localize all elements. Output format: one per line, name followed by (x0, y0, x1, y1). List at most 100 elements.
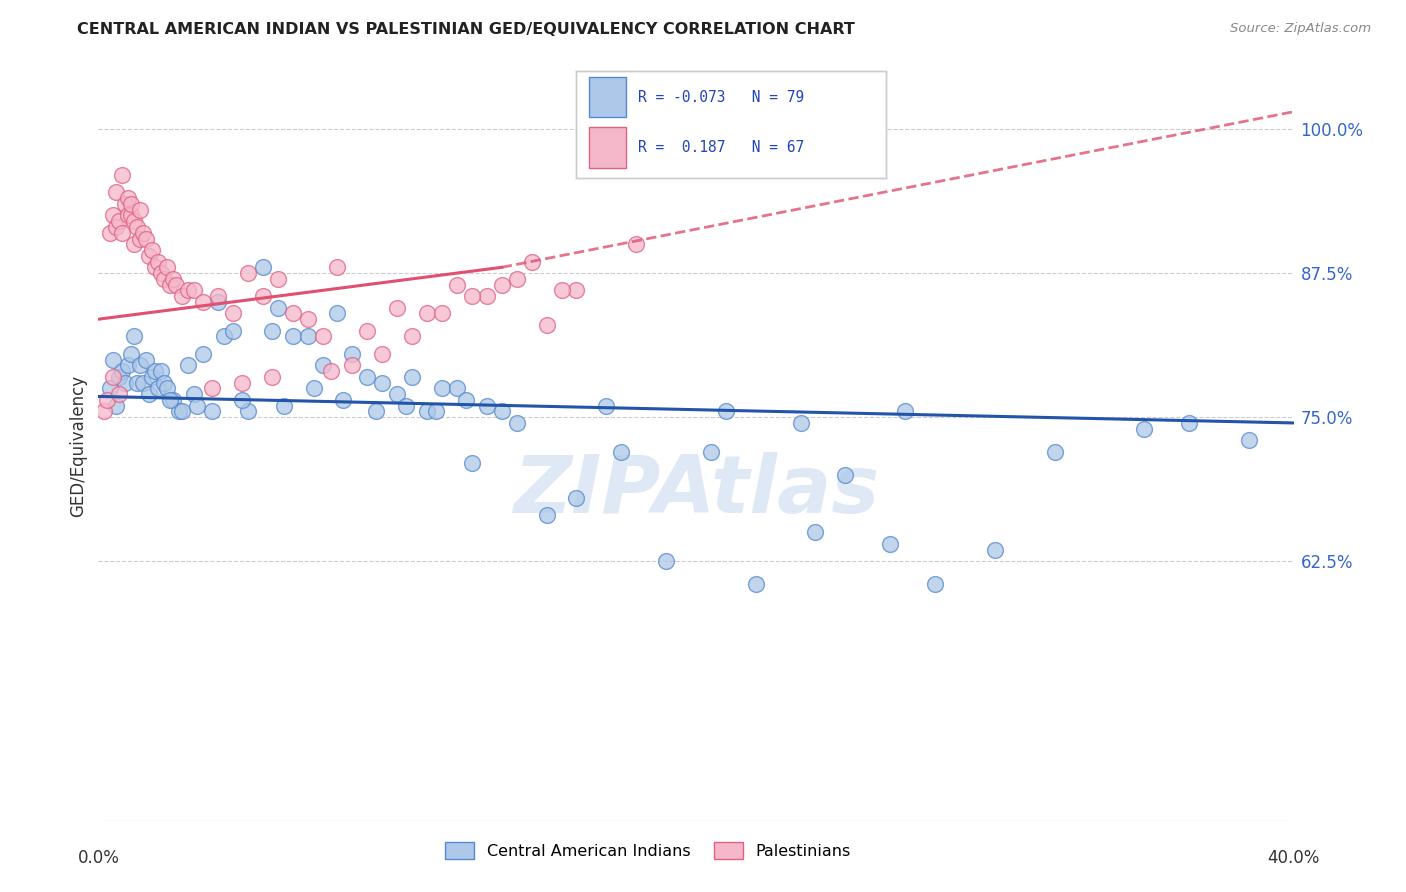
Point (212, 329, 235, 343)
Point (446, 381, 468, 395)
Point (159, 392, 181, 407)
Point (385, 387, 409, 401)
Point (326, 306, 349, 320)
Point (446, 277, 468, 292)
Point (172, 289, 194, 303)
Point (222, 324, 245, 338)
Point (124, 214, 146, 228)
Point (111, 226, 134, 240)
Text: 0.0%: 0.0% (77, 849, 120, 867)
Point (385, 301, 409, 315)
Point (321, 364, 343, 378)
Point (129, 231, 152, 245)
Point (141, 243, 163, 257)
Point (183, 284, 205, 298)
Y-axis label: GED/Equivalency: GED/Equivalency (69, 375, 87, 517)
Point (114, 376, 136, 390)
Point (231, 392, 253, 407)
Point (252, 260, 274, 275)
Point (1043, 444, 1066, 458)
Point (536, 318, 558, 332)
Point (236, 404, 259, 418)
Text: Source: ZipAtlas.com: Source: ZipAtlas.com (1230, 22, 1371, 36)
Point (371, 376, 394, 390)
Point (302, 381, 325, 395)
Point (655, 554, 678, 568)
Point (506, 416, 529, 430)
Point (475, 289, 498, 303)
Point (356, 324, 378, 338)
Point (191, 347, 214, 361)
Point (132, 376, 155, 390)
Point (135, 231, 157, 245)
Point (461, 456, 484, 470)
Point (273, 399, 295, 413)
Point (108, 369, 131, 384)
Point (565, 491, 588, 505)
Point (127, 376, 149, 390)
Point (201, 381, 224, 395)
Point (191, 294, 214, 309)
Point (150, 364, 173, 378)
Point (461, 289, 484, 303)
Point (281, 306, 304, 320)
Point (120, 197, 142, 211)
Point (475, 399, 498, 413)
Point (124, 237, 146, 252)
Point (425, 404, 447, 418)
Point (183, 387, 205, 401)
Point (297, 312, 319, 326)
Text: CENTRAL AMERICAN INDIAN VS PALESTINIAN GED/EQUIVALENCY CORRELATION CHART: CENTRAL AMERICAN INDIAN VS PALESTINIAN G… (77, 22, 855, 37)
Point (114, 197, 136, 211)
Point (127, 219, 149, 234)
Point (260, 369, 283, 384)
Point (159, 277, 181, 292)
Point (879, 537, 901, 551)
Point (129, 359, 152, 373)
Point (103, 352, 125, 367)
Point (231, 376, 253, 390)
Point (167, 404, 190, 418)
Point (207, 294, 229, 309)
Point (117, 191, 139, 205)
Point (430, 381, 453, 395)
Point (98, 226, 122, 240)
Point (105, 186, 128, 200)
Point (332, 392, 354, 407)
Point (536, 508, 558, 523)
Point (894, 404, 917, 418)
Point (108, 387, 131, 401)
Point (153, 376, 176, 390)
Point (260, 324, 283, 338)
Point (172, 404, 194, 418)
Point (207, 289, 229, 303)
Point (150, 266, 173, 280)
Point (1178, 416, 1201, 430)
Point (120, 347, 142, 361)
Point (252, 289, 274, 303)
Point (326, 260, 349, 275)
Point (124, 329, 146, 343)
Point (491, 404, 513, 418)
Point (311, 329, 333, 343)
Point (745, 577, 768, 591)
Text: R =  0.187   N = 67: R = 0.187 N = 67 (638, 140, 804, 155)
Point (626, 237, 648, 252)
Point (356, 369, 378, 384)
Point (342, 359, 364, 373)
Point (595, 399, 617, 413)
Point (1133, 422, 1156, 436)
Point (430, 306, 453, 320)
Point (141, 369, 163, 384)
Point (153, 272, 176, 286)
Point (148, 254, 170, 268)
Point (120, 209, 142, 223)
FancyBboxPatch shape (589, 77, 626, 118)
Point (129, 202, 152, 217)
Point (143, 364, 166, 378)
Text: R = -0.073   N = 79: R = -0.073 N = 79 (638, 89, 804, 104)
FancyBboxPatch shape (589, 127, 626, 168)
Point (491, 277, 513, 292)
Point (610, 444, 633, 458)
Point (789, 416, 811, 430)
